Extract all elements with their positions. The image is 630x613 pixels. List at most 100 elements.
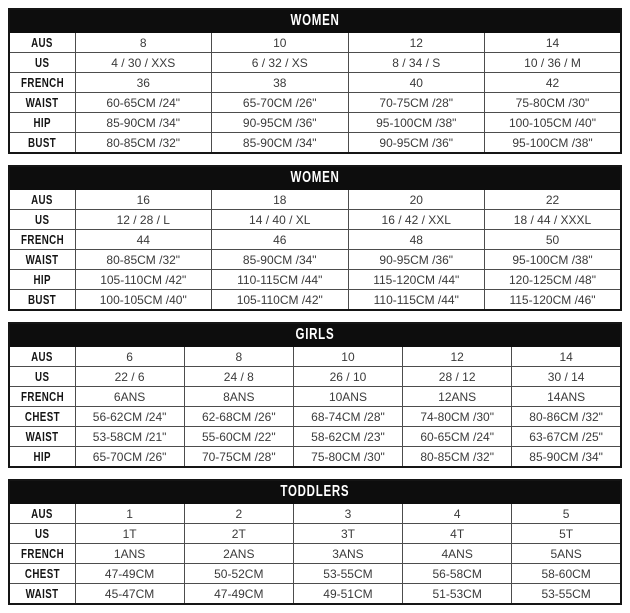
size-cell: 56-58CM bbox=[402, 563, 513, 584]
row-label: HIP bbox=[8, 446, 76, 468]
size-cell: 14 / 40 / XL bbox=[211, 209, 349, 230]
size-cell: 95-100CM /38" bbox=[484, 132, 622, 154]
size-cell: 74-80CM /30" bbox=[402, 406, 513, 427]
size-cell: 115-120CM /46" bbox=[484, 289, 622, 311]
size-cell: 8 bbox=[183, 346, 294, 367]
size-cell: 22 bbox=[484, 189, 622, 210]
size-cell: 6ANS bbox=[74, 386, 185, 407]
size-cell: 5 bbox=[511, 503, 622, 524]
size-cell: 45-47CM bbox=[74, 583, 185, 605]
size-cell: 49-51CM bbox=[292, 583, 404, 605]
size-cell: 80-85CM /32" bbox=[402, 446, 513, 468]
size-cell: 6 bbox=[74, 346, 185, 367]
row-label: FRENCH bbox=[8, 386, 76, 407]
size-cell: 5ANS bbox=[511, 543, 622, 564]
row-label: WAIST bbox=[8, 583, 76, 605]
size-cell: 58-62CM /23" bbox=[292, 426, 404, 447]
size-table-toddlers-3: TODDLERS AUS 1 2 3 4 5 US 1T 2T 3T 4T 5T FRENCH 1ANS 2A… bbox=[8, 479, 622, 605]
row-label: US bbox=[8, 209, 76, 230]
table-row: AUS 16 18 20 22 bbox=[8, 189, 622, 210]
size-cell: 56-62CM /24" bbox=[74, 406, 185, 427]
table-row: US 4 / 30 / XXS 6 / 32 / XS 8 / 34 / S 10 / … bbox=[8, 52, 622, 73]
table-row: AUS 6 8 10 12 14 bbox=[8, 346, 622, 367]
size-cell: 10 bbox=[211, 32, 349, 53]
size-cell: 62-68CM /26" bbox=[183, 406, 294, 427]
size-cell: 60-65CM /24" bbox=[74, 92, 212, 113]
row-label: AUS bbox=[8, 346, 76, 367]
row-label-text: CHEST bbox=[24, 409, 60, 424]
size-cell: 75-80CM /30" bbox=[292, 446, 404, 468]
row-label-text: WAIST bbox=[25, 252, 59, 267]
size-cell: 53-55CM bbox=[511, 583, 622, 605]
table-row: FRENCH 36 38 40 42 bbox=[8, 72, 622, 93]
size-cell: 105-110CM /42" bbox=[74, 269, 212, 290]
size-cell: 48 bbox=[347, 229, 485, 250]
table-row: WAIST 80-85CM /32" 85-90CM /34" 90-95CM /36… bbox=[8, 249, 622, 270]
table-row: WAIST 53-58CM /21" 55-60CM /22" 58-62CM /23… bbox=[8, 426, 622, 447]
size-table-women-0: WOMEN AUS 8 10 12 14 US 4 / 30 / XXS 6 / 32 / XS… bbox=[8, 8, 622, 154]
size-cell: 70-75CM /28" bbox=[347, 92, 485, 113]
row-label-text: US bbox=[35, 212, 50, 227]
size-cell: 105-110CM /42" bbox=[211, 289, 349, 311]
size-cell: 50 bbox=[484, 229, 622, 250]
size-cell: 44 bbox=[74, 229, 212, 250]
size-cell: 55-60CM /22" bbox=[183, 426, 294, 447]
row-label: FRENCH bbox=[8, 72, 76, 93]
size-cell: 2ANS bbox=[183, 543, 294, 564]
row-label-text: FRENCH bbox=[20, 232, 64, 247]
row-label-text: AUS bbox=[31, 192, 54, 207]
table-row: HIP 65-70CM /26" 70-75CM /28" 75-80CM /30" 8… bbox=[8, 446, 622, 468]
row-label: BUST bbox=[8, 289, 76, 311]
row-label-text: HIP bbox=[33, 272, 51, 287]
table-row: BUST 80-85CM /32" 85-90CM /34" 90-95CM /36"… bbox=[8, 132, 622, 154]
size-cell: 30 / 14 bbox=[511, 366, 622, 387]
size-cell: 53-58CM /21" bbox=[74, 426, 185, 447]
size-cell: 46 bbox=[211, 229, 349, 250]
size-cell: 40 bbox=[347, 72, 485, 93]
size-table-girls-2: GIRLS AUS 6 8 10 12 14 US 22 / 6 24 / 8 26 / 10 28 … bbox=[8, 322, 622, 468]
size-cell: 100-105CM /40" bbox=[484, 112, 622, 133]
size-cell: 1 bbox=[74, 503, 185, 524]
size-cell: 12 bbox=[402, 346, 513, 367]
size-cell: 2T bbox=[183, 523, 294, 544]
row-label: AUS bbox=[8, 189, 76, 210]
size-cell: 4ANS bbox=[402, 543, 513, 564]
size-cell: 110-115CM /44" bbox=[347, 289, 485, 311]
table-title: TODDLERS bbox=[280, 483, 350, 500]
row-label: HIP bbox=[8, 269, 76, 290]
table-row: HIP 105-110CM /42" 110-115CM /44" 115-120CM… bbox=[8, 269, 622, 290]
table-title-bar: GIRLS bbox=[8, 322, 622, 347]
size-cell: 18 bbox=[211, 189, 349, 210]
row-label-text: FRENCH bbox=[20, 75, 64, 90]
row-label-text: CHEST bbox=[24, 566, 60, 581]
size-cell: 10ANS bbox=[292, 386, 404, 407]
table-row: US 1T 2T 3T 4T 5T bbox=[8, 523, 622, 544]
row-label: CHEST bbox=[8, 406, 76, 427]
size-cell: 10 bbox=[292, 346, 404, 367]
size-cell: 5T bbox=[511, 523, 622, 544]
size-cell: 85-90CM /34" bbox=[74, 112, 212, 133]
size-cell: 68-74CM /28" bbox=[292, 406, 404, 427]
size-cell: 3ANS bbox=[292, 543, 404, 564]
size-cell: 10 / 36 / M bbox=[484, 52, 622, 73]
row-label: FRENCH bbox=[8, 229, 76, 250]
row-label-text: WAIST bbox=[25, 429, 59, 444]
row-label-text: AUS bbox=[31, 349, 54, 364]
row-label-text: WAIST bbox=[25, 95, 59, 110]
size-cell: 75-80CM /30" bbox=[484, 92, 622, 113]
table-row: WAIST 60-65CM /24" 65-70CM /26" 70-75CM /28… bbox=[8, 92, 622, 113]
size-cell: 100-105CM /40" bbox=[74, 289, 212, 311]
size-cell: 65-70CM /26" bbox=[74, 446, 185, 468]
table-title: WOMEN bbox=[290, 12, 340, 29]
size-cell: 20 bbox=[347, 189, 485, 210]
size-cell: 38 bbox=[211, 72, 349, 93]
size-table-women-1: WOMEN AUS 16 18 20 22 US 12 / 28 / L 14 / 40 / X… bbox=[8, 165, 622, 311]
table-row: FRENCH 6ANS 8ANS 10ANS 12ANS 14ANS bbox=[8, 386, 622, 407]
row-label: AUS bbox=[8, 503, 76, 524]
row-label-text: US bbox=[35, 55, 50, 70]
size-cell: 8ANS bbox=[183, 386, 294, 407]
row-label: HIP bbox=[8, 112, 76, 133]
size-cell: 24 / 8 bbox=[183, 366, 294, 387]
size-cell: 28 / 12 bbox=[402, 366, 513, 387]
